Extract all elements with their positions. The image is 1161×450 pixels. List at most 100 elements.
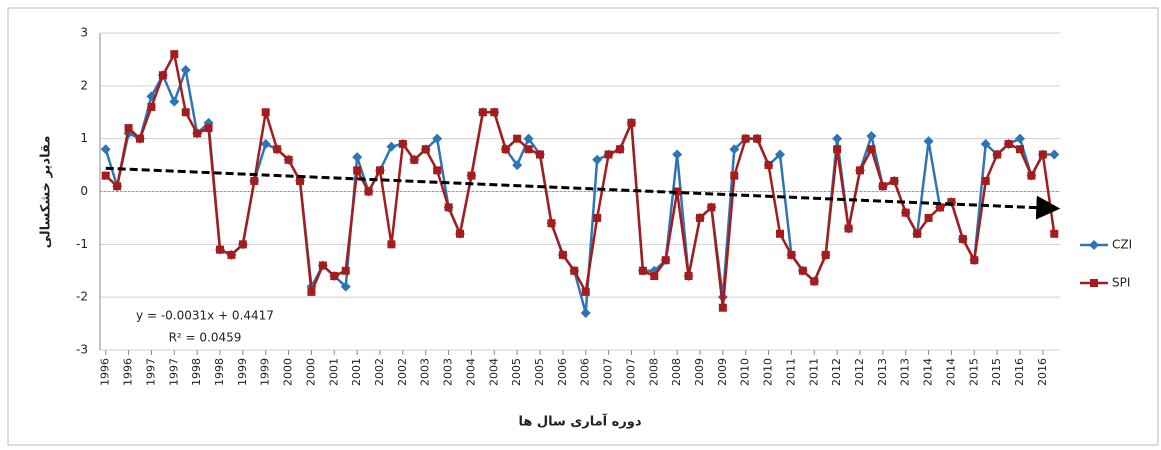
data-point [169,96,180,107]
data-point [433,166,442,175]
data-point [650,272,659,281]
data-point [238,240,247,249]
data-point [1015,133,1025,144]
x-tick-label: 1996 [122,358,135,386]
data-point [432,133,443,144]
data-point [376,166,384,175]
x-tick-label: 2007 [624,358,637,386]
chart-border [7,7,1159,446]
data-point [810,277,819,286]
data-point [684,272,693,281]
data-point [421,145,430,154]
data-point [981,176,990,185]
annotation: R² = 0.0459 [169,331,242,345]
x-axis-label: دوره آماری سال ها [518,413,641,430]
data-point [718,303,727,312]
data-point [1027,171,1036,180]
data-point [1090,279,1098,287]
x-tick-label: 1997 [167,358,180,386]
data-point [729,144,740,155]
x-tick-label: 2002 [373,358,386,386]
series-line [104,50,1056,308]
data-point [604,150,613,159]
data-point [478,108,487,117]
x-tick-label: 2011 [784,358,797,386]
data-point [1016,145,1024,154]
data-point [1089,240,1099,250]
data-point [260,138,271,149]
data-point [970,256,979,265]
data-point [524,145,533,154]
data-point [353,166,362,175]
data-point [136,134,144,143]
x-tick-label: 2015 [990,358,1003,386]
data-point [170,50,179,59]
x-tick-label: 2010 [762,358,775,386]
data-point [775,149,785,160]
x-tick-label: 2007 [602,358,615,386]
x-tick-label: 2000 [304,358,317,386]
y-tick-label: -1 [76,237,88,251]
data-point [844,224,853,233]
x-tick-label: 2009 [693,358,706,386]
y-tick-label: 1 [80,131,88,145]
data-point [741,134,750,143]
data-point [913,229,922,238]
x-tick-label: 2014 [944,358,957,386]
data-point [936,203,944,212]
data-point [444,203,453,212]
data-point [638,266,647,275]
data-point [340,281,351,292]
x-tick-label: 2013 [899,358,912,386]
data-point [352,152,363,163]
data-point [580,308,591,319]
x-tick-label: 2001 [350,358,363,386]
data-point [147,102,156,111]
data-point [501,145,510,154]
data-point [730,171,739,180]
x-tick-label: 2004 [487,358,500,386]
x-tick-label: 2012 [830,358,843,386]
data-point [536,150,544,159]
data-point [776,229,784,238]
legend-label: SPI [1112,276,1130,290]
x-tick-label: 2008 [647,358,660,386]
annotation: y = -0.0031x + 0.4417 [136,309,274,323]
data-point [513,134,522,143]
data-point [1004,139,1013,148]
x-tick-label: 2010 [739,358,752,386]
data-point [273,145,282,154]
x-tick-label: 1998 [190,358,203,386]
x-tick-label: 2015 [967,358,980,386]
x-tick-label: 1999 [259,358,272,386]
data-point [867,145,876,154]
x-tick-label: 2009 [716,358,729,386]
data-point [923,136,934,147]
data-point [1049,149,1060,160]
data-point [180,64,191,75]
x-tick-label: 2005 [510,358,523,386]
x-tick-label: 2014 [922,358,935,386]
x-tick-label: 2006 [556,358,569,386]
x-tick-label: 2016 [1036,358,1049,386]
data-point [523,133,534,144]
data-point [592,154,603,165]
x-tick-label: 2003 [442,358,455,386]
x-tick-label: 1999 [236,358,249,386]
data-point [901,208,910,217]
data-point [284,155,293,164]
data-point [296,176,304,185]
data-point [890,176,899,185]
x-tick-label: 2000 [282,358,295,386]
x-tick-label: 1996 [99,358,112,386]
data-point [490,108,499,117]
data-point [958,235,967,244]
y-tick-label: -3 [76,343,88,357]
data-point [386,141,397,152]
data-point [261,108,270,117]
data-point [593,213,602,222]
data-point [661,256,670,265]
data-point [307,287,316,296]
legend-label: CZI [1112,238,1132,252]
data-point [113,182,122,191]
